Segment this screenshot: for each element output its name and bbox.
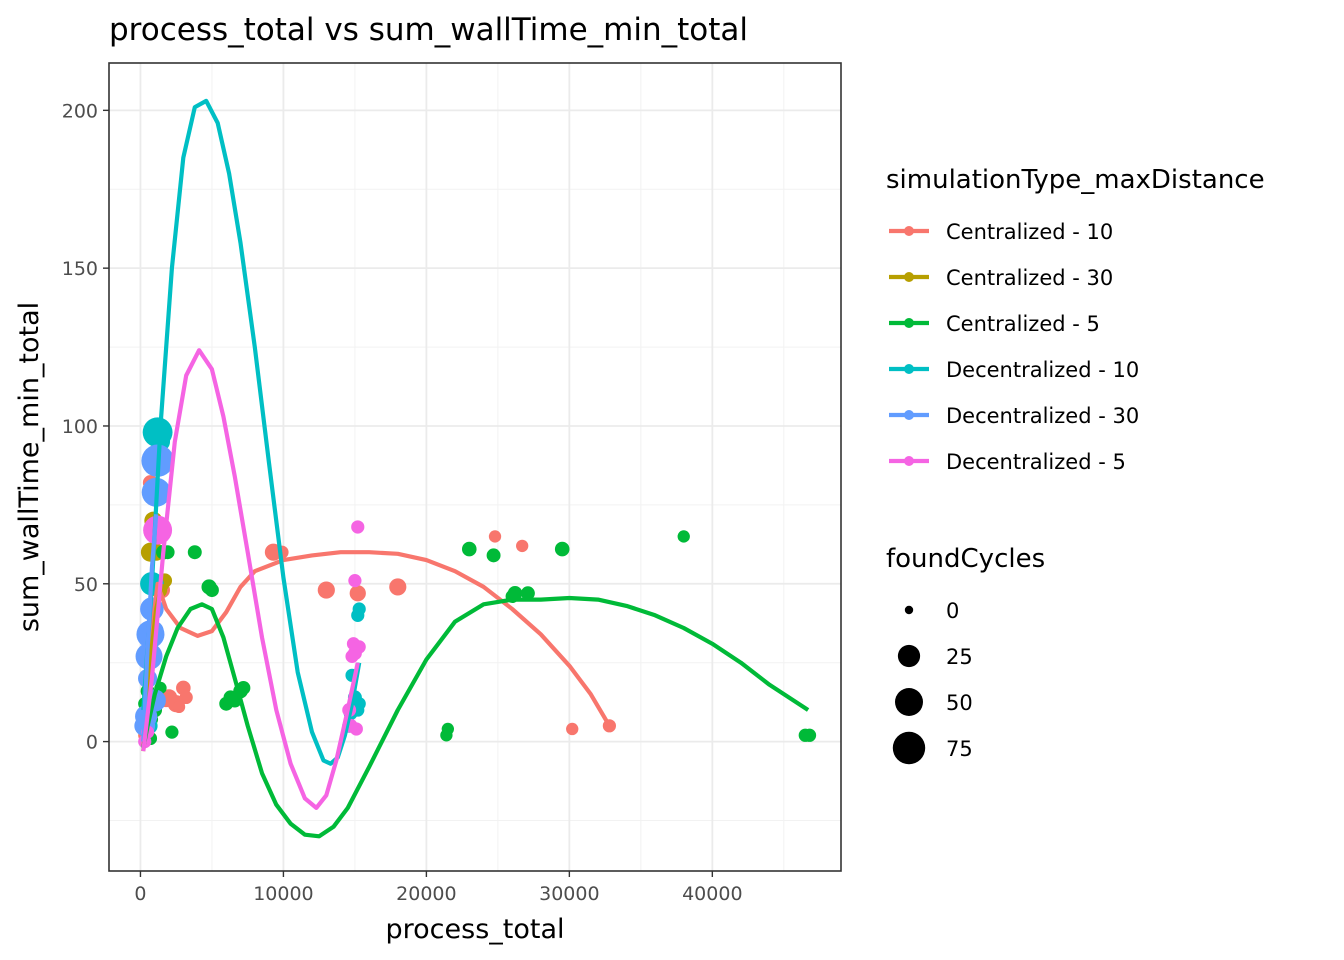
legend-size-item: 25	[897, 644, 973, 669]
data-point	[352, 602, 366, 616]
legend-color-item: Decentralized - 30	[889, 404, 1139, 428]
y-axis-ticks: 0 50 100 150 200	[62, 100, 109, 754]
legend-color-item: Centralized - 5	[889, 312, 1100, 336]
legend-color-item: Decentralized - 10	[889, 358, 1139, 382]
data-point	[179, 690, 193, 705]
x-axis-title: process_total	[386, 914, 565, 945]
data-point	[488, 530, 502, 543]
legend-point-key	[904, 318, 914, 328]
data-point	[389, 578, 407, 596]
legend-label: Decentralized - 10	[946, 358, 1139, 382]
x-tick-label: 30000	[539, 883, 599, 905]
legend-label: Centralized - 10	[946, 220, 1113, 244]
y-tick-label: 0	[86, 732, 98, 754]
legend-size-key	[892, 731, 926, 765]
legend-size-key	[904, 605, 914, 615]
data-point	[349, 722, 363, 736]
legend-color-item: Centralized - 30	[889, 266, 1113, 290]
smooth-line	[141, 348, 360, 810]
data-point	[677, 530, 690, 543]
y-tick-label: 200	[62, 100, 98, 122]
legend-label: Centralized - 30	[946, 266, 1113, 290]
legend-point-key	[904, 272, 914, 282]
chart-title: process_total vs sum_wallTime_min_total	[109, 12, 748, 48]
legend-color-item: Centralized - 10	[889, 220, 1113, 244]
legend-color-title: simulationType_maxDistance	[886, 165, 1265, 195]
data-point	[461, 541, 477, 557]
data-point	[441, 722, 454, 736]
data-point	[204, 583, 219, 598]
legend-size-label: 25	[946, 645, 973, 669]
data-point	[486, 548, 501, 563]
legend-point-key	[904, 410, 914, 420]
legend-color-items: Centralized - 10 Centralized - 30 Centrali…	[889, 220, 1139, 474]
legend-color-item: Decentralized - 5	[889, 450, 1126, 474]
data-point	[187, 545, 202, 560]
legend-size-items: 0 25 50 75	[892, 599, 973, 765]
data-point	[352, 640, 366, 654]
legend-point-key	[904, 226, 914, 236]
smooth-line	[141, 550, 612, 742]
legend-label: Decentralized - 30	[946, 404, 1139, 428]
plot-panel	[109, 63, 841, 871]
x-tick-label: 0	[134, 883, 146, 905]
legend-size-item: 0	[904, 599, 959, 623]
data-point	[554, 541, 570, 557]
legend-size-key	[897, 644, 921, 668]
smooth-lines	[141, 98, 810, 839]
legend-point-key	[904, 456, 914, 466]
legend-label: Decentralized - 5	[946, 450, 1126, 474]
data-point	[802, 728, 817, 742]
plot-border	[108, 62, 842, 872]
data-point	[516, 539, 529, 553]
y-axis-title: sum_wallTime_min_total	[14, 302, 45, 632]
data-point	[351, 520, 365, 534]
data-point	[348, 574, 362, 588]
legend-point-key	[904, 364, 914, 374]
legend-size-item: 75	[892, 731, 973, 765]
plot-area	[134, 98, 817, 839]
x-tick-label: 20000	[396, 883, 456, 905]
legend-size-title: foundCycles	[886, 544, 1045, 574]
y-tick-label: 100	[62, 416, 98, 438]
smooth-line	[141, 514, 159, 742]
legend-size-label: 50	[946, 691, 973, 715]
legend-label: Centralized - 5	[946, 312, 1100, 336]
legend-size-label: 0	[946, 599, 959, 623]
x-axis-ticks: 0 10000 20000 30000 40000	[134, 871, 743, 905]
data-point	[520, 586, 535, 601]
data-point	[352, 697, 366, 711]
smooth-line	[141, 595, 810, 839]
legend-size-item: 50	[895, 688, 973, 716]
data-point	[349, 585, 366, 602]
data-point	[317, 581, 335, 599]
data-point	[165, 725, 179, 739]
legend-size-label: 75	[946, 737, 973, 761]
legend-size-key	[895, 688, 923, 716]
y-tick-label: 150	[62, 258, 98, 280]
data-point	[566, 722, 579, 736]
x-tick-label: 40000	[682, 883, 742, 905]
legend: simulationType_maxDistance Centralized -…	[886, 165, 1265, 765]
x-tick-label: 10000	[253, 883, 313, 905]
y-tick-label: 50	[74, 574, 98, 596]
data-point	[172, 700, 186, 714]
